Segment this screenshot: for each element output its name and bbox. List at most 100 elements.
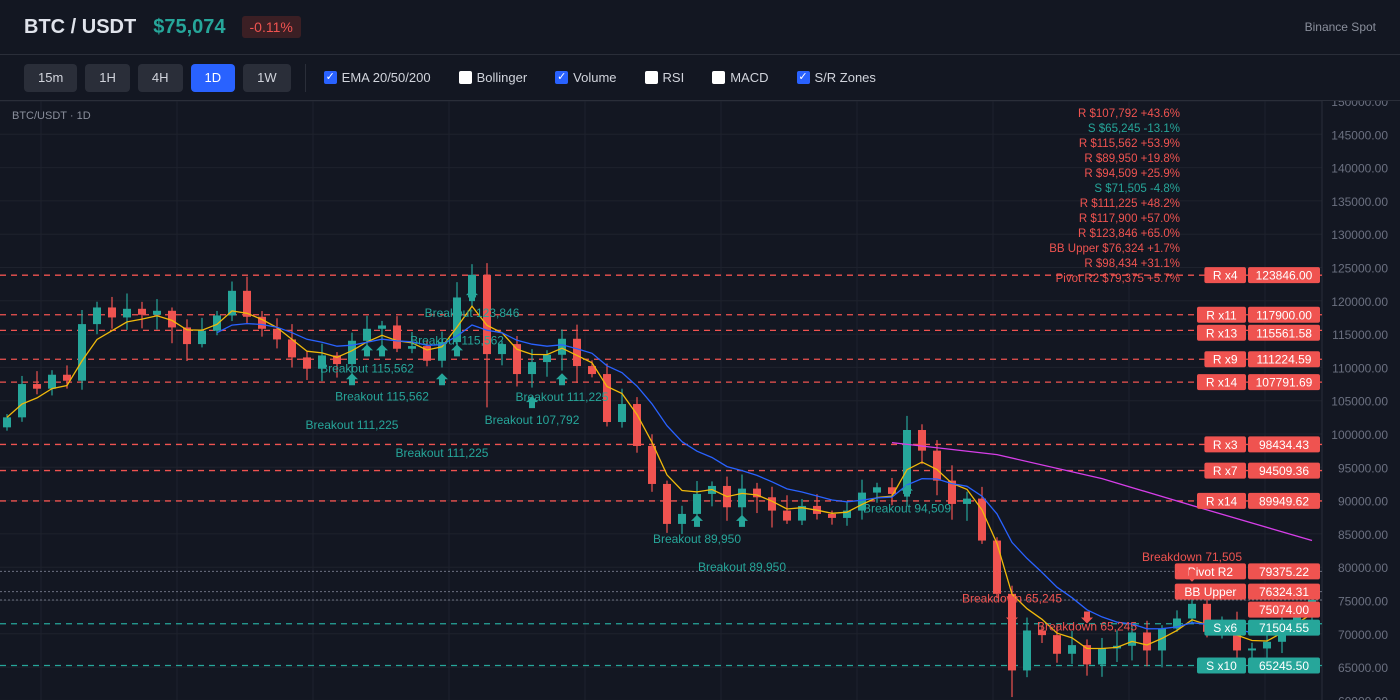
price-tag xyxy=(1248,351,1320,368)
price-tag-value: 107791.69 xyxy=(1256,376,1313,390)
y-tick-label: 110000.00 xyxy=(1332,361,1388,375)
price-tag-value: 89949.62 xyxy=(1259,494,1309,508)
level-tag xyxy=(1204,267,1246,284)
timeframe-1h[interactable]: 1H xyxy=(85,63,130,92)
candle-body xyxy=(693,493,701,514)
y-tick-label: 145000.00 xyxy=(1331,128,1388,142)
checkbox[interactable] xyxy=(458,71,472,84)
price-tag xyxy=(1248,436,1320,453)
y-tick-label: 75000.00 xyxy=(1338,595,1388,609)
candle-body xyxy=(558,338,566,355)
level-tag xyxy=(1197,324,1246,341)
indicator-label: RSI xyxy=(662,70,685,85)
price-tag-value: 71504.55 xyxy=(1259,621,1309,635)
arrow-up-icon xyxy=(451,344,463,357)
pair-title: BTC / USDT xyxy=(24,15,137,38)
y-tick-label: 115000.00 xyxy=(1332,328,1388,342)
candle-body xyxy=(543,354,551,363)
breakout-label: Breakout 111,225 xyxy=(516,390,609,404)
candle-body xyxy=(828,513,836,518)
indicator-toggle[interactable]: ✓ EMA 20/50/200 xyxy=(323,70,431,85)
candle-body xyxy=(618,404,626,423)
candle-body xyxy=(243,290,251,317)
checkbox[interactable]: ✓ xyxy=(555,71,569,84)
timeframe-4h[interactable]: 4H xyxy=(137,63,183,92)
candle-body xyxy=(1083,645,1091,665)
candle-body xyxy=(153,310,161,315)
candle-body xyxy=(63,374,71,381)
arrow-up-icon xyxy=(556,373,568,386)
divider xyxy=(304,63,306,92)
y-tick-label: 125000.00 xyxy=(1331,262,1388,276)
checkbox[interactable]: ✓ xyxy=(323,71,337,84)
level-list-item: R $115,562 +53.9% xyxy=(1079,138,1180,150)
candle-body xyxy=(933,450,941,481)
indicator-toggle[interactable]: Bollinger xyxy=(458,70,527,85)
timeframe-1d[interactable]: 1D xyxy=(190,63,236,92)
arrow-down-icon xyxy=(1081,611,1093,624)
candle-body xyxy=(963,498,971,504)
level-list-item: R $89,950 +19.8% xyxy=(1084,153,1180,165)
candle-body xyxy=(978,498,986,541)
level-tag xyxy=(1197,306,1246,323)
arrow-up-icon xyxy=(436,373,448,386)
level-tag xyxy=(1197,657,1246,674)
indicator-toggle[interactable]: MACD xyxy=(712,70,769,85)
indicator-toggle[interactable]: ✓ S/R Zones xyxy=(796,70,876,85)
price-chart[interactable]: 150000.00 145000.00 140000.00 135000.00 1300… xyxy=(0,101,1400,700)
arrow-down-icon xyxy=(1186,569,1198,582)
candle-body xyxy=(303,357,311,369)
breakout-label: Breakout 115,562 xyxy=(410,333,504,347)
candle-body xyxy=(78,324,86,381)
y-tick-label: 80000.00 xyxy=(1338,561,1388,575)
level-tag-label: S x6 xyxy=(1213,621,1237,635)
y-tick-label: 90000.00 xyxy=(1338,495,1388,509)
candle-body xyxy=(1158,628,1166,651)
level-list-item: R $94,509 +25.9% xyxy=(1084,168,1180,180)
candle-body xyxy=(633,404,641,446)
price-tag xyxy=(1248,374,1320,391)
price-tag-value: 65245.50 xyxy=(1259,659,1309,673)
breakdown-label: Breakdown 71,505 xyxy=(1142,550,1242,564)
arrow-up-icon xyxy=(376,344,388,357)
breakout-label: Breakout 89,950 xyxy=(653,532,741,546)
checkbox[interactable] xyxy=(712,71,726,84)
price-tag-value: 123846.00 xyxy=(1256,269,1313,283)
candle-body xyxy=(498,344,506,355)
timeframe-1w[interactable]: 1W xyxy=(243,63,291,92)
candle-body xyxy=(468,274,476,298)
breakout-label: Breakout 107,792 xyxy=(485,413,580,427)
candle-body xyxy=(798,505,806,521)
level-list-item: S $65,245 -13.1% xyxy=(1088,123,1180,135)
candle-body xyxy=(993,540,1001,594)
candle-body xyxy=(123,308,131,318)
timeframe-group: 15m 1H 4H 1D 1W xyxy=(24,63,299,92)
indicator-group: ✓ EMA 20/50/200 Bollinger ✓ Volume RSI MACD ✓ S/… xyxy=(323,70,904,85)
candle-body xyxy=(513,344,521,375)
price-tag-value: 76324.31 xyxy=(1259,585,1309,599)
level-list-item: R $98,434 +31.1% xyxy=(1084,258,1180,270)
candle-body xyxy=(228,290,236,316)
indicator-label: MACD xyxy=(730,70,769,85)
indicator-toggle[interactable]: RSI xyxy=(644,70,685,85)
checkbox[interactable]: ✓ xyxy=(796,71,810,84)
checkbox[interactable] xyxy=(644,71,658,84)
arrow-up-icon xyxy=(466,289,478,302)
candle-body xyxy=(393,325,401,349)
timeframe-15m[interactable]: 15m xyxy=(24,63,78,92)
price-tag-value: 115561.58 xyxy=(1256,326,1312,340)
y-tick-label: 105000.00 xyxy=(1331,395,1388,409)
y-tick-label: 60000.00 xyxy=(1338,694,1388,700)
breakdown-label: Breakdown 65,245 xyxy=(1037,619,1137,633)
level-list-item: R $123,846 +65.0% xyxy=(1078,228,1180,240)
candle-body xyxy=(573,338,581,367)
price-tag xyxy=(1248,324,1320,341)
arrow-up-icon xyxy=(691,514,703,527)
indicator-toggle[interactable]: ✓ Volume xyxy=(555,70,617,85)
level-list-item: R $107,792 +43.6% xyxy=(1078,108,1180,120)
arrow-up-icon xyxy=(736,514,748,527)
ema200-line xyxy=(891,442,1313,542)
price-tag xyxy=(1248,267,1320,284)
candle-body xyxy=(1233,625,1241,651)
candle-body xyxy=(648,445,656,484)
